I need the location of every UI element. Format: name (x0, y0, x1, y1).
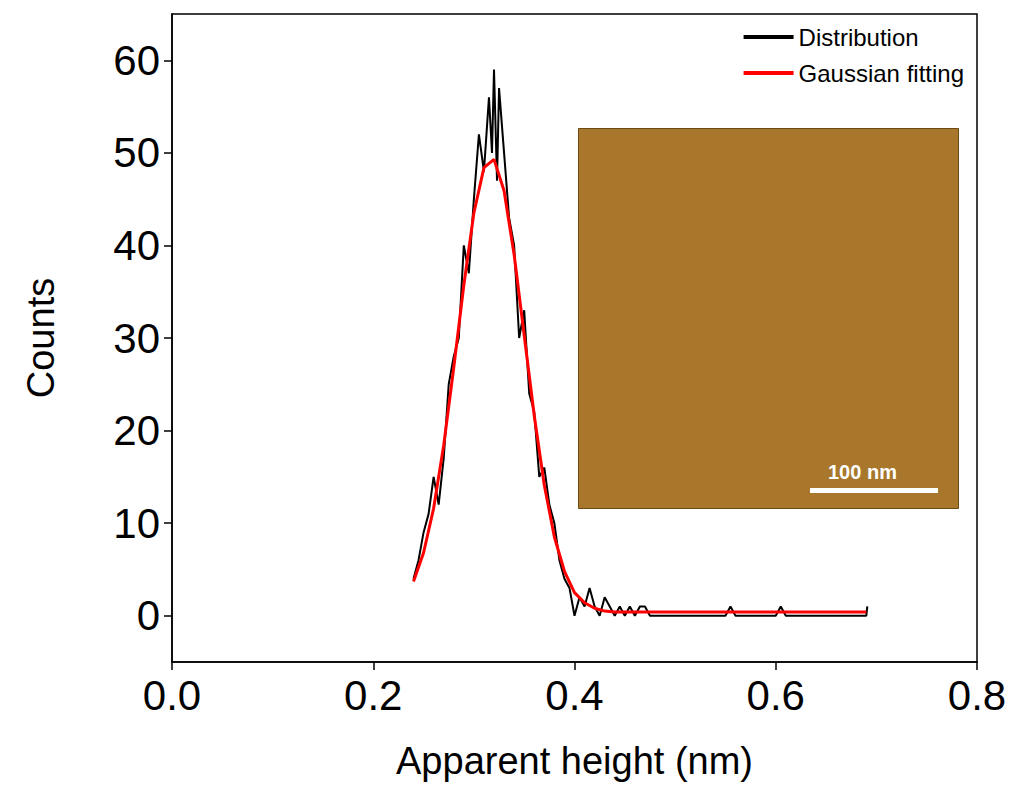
svg-text:Counts: Counts (20, 278, 62, 398)
svg-text:60: 60 (113, 37, 160, 84)
svg-text:0.4: 0.4 (545, 672, 603, 719)
svg-text:0.0: 0.0 (143, 672, 201, 719)
svg-text:0.2: 0.2 (344, 672, 402, 719)
svg-text:100 nm: 100 nm (828, 461, 897, 483)
svg-text:Gaussian fitting: Gaussian fitting (799, 60, 964, 87)
svg-text:10: 10 (113, 500, 160, 547)
svg-text:Apparent height (nm): Apparent height (nm) (396, 740, 753, 782)
svg-text:50: 50 (113, 129, 160, 176)
svg-text:Distribution: Distribution (799, 24, 919, 51)
svg-text:0.6: 0.6 (747, 672, 805, 719)
svg-text:30: 30 (113, 315, 160, 362)
svg-text:40: 40 (113, 222, 160, 269)
svg-text:0: 0 (137, 592, 160, 639)
svg-text:20: 20 (113, 407, 160, 454)
svg-text:0.8: 0.8 (948, 672, 1006, 719)
